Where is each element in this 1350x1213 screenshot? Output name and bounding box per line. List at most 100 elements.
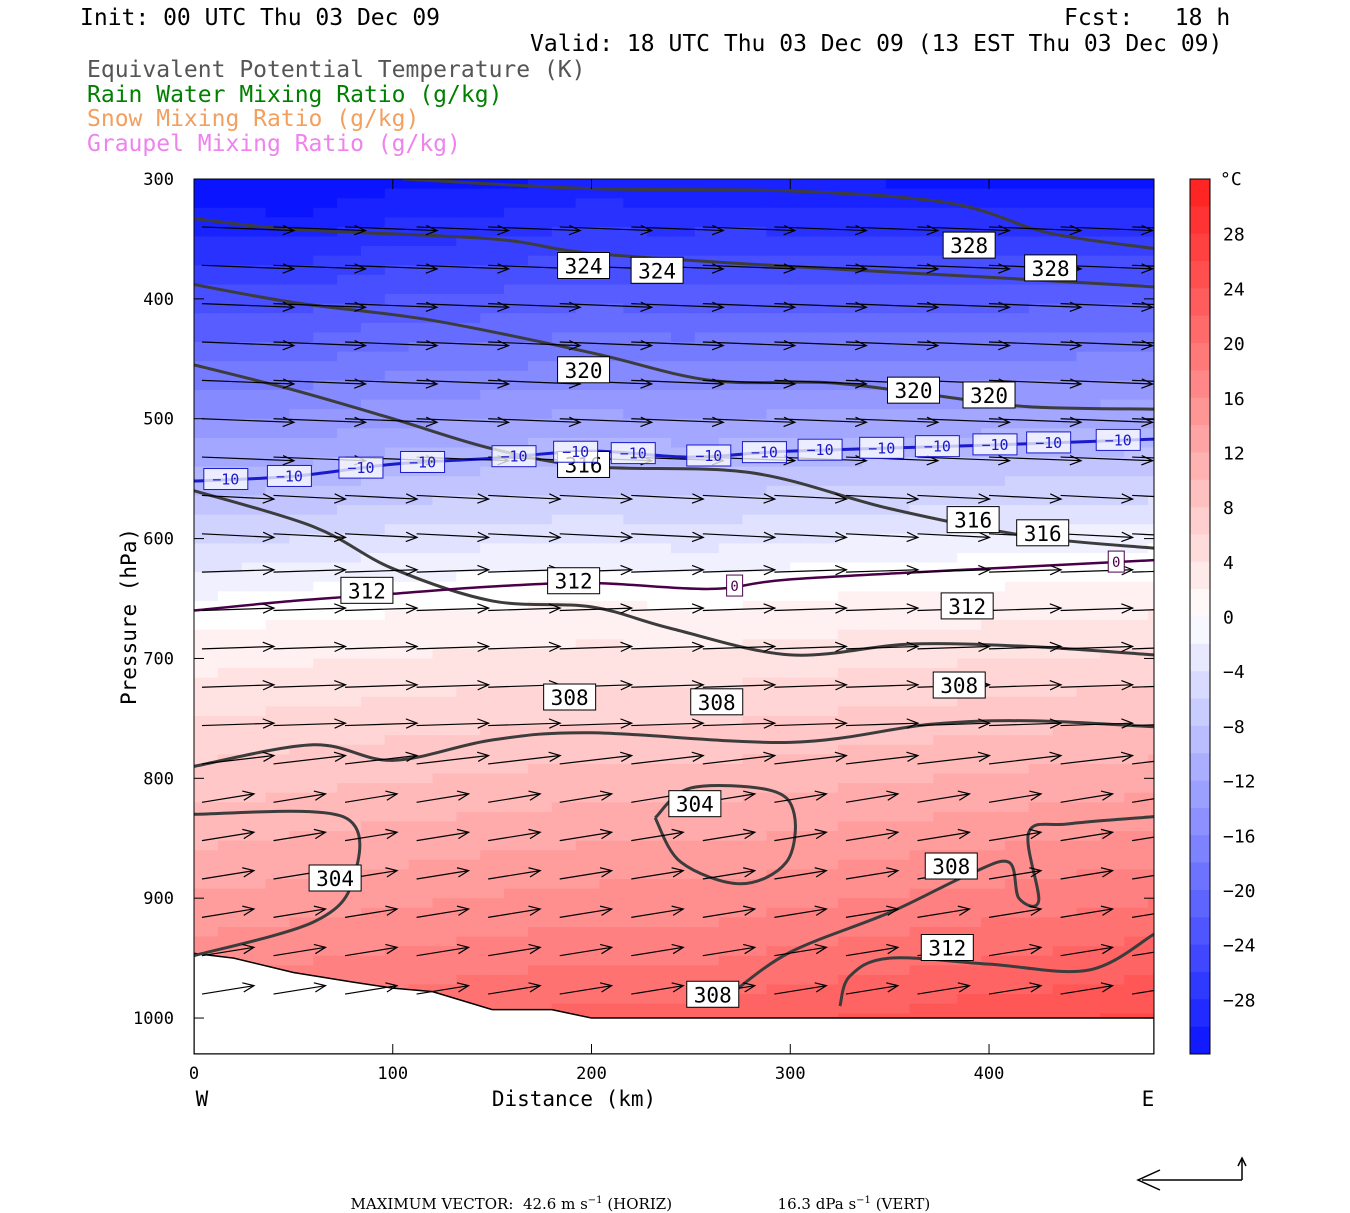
temperature-cell [1100,869,1125,880]
temperature-cell [551,802,577,813]
wind-arrowhead [620,679,634,691]
temperature-cell [504,898,529,909]
temperature-cell [384,179,410,190]
temperature-cell [289,620,314,631]
temperature-cell [289,274,314,286]
temperature-cell [432,562,457,573]
temperature-cell [790,859,815,871]
temperature-cell [360,447,386,458]
temperature-cell [575,313,601,324]
temperature-cell [981,255,1006,266]
temperature-cell [432,370,457,381]
temperature-cell [1052,188,1078,199]
temperature-cell [265,821,291,832]
wind-arrowhead [385,790,399,801]
temperature-cell [456,917,481,928]
temperature-cell [1124,869,1149,880]
temperature-cell [861,965,887,976]
wind-shaft [273,985,326,995]
temperature-cell [933,773,958,784]
temperature-cell [1148,226,1154,238]
temperature-cell [504,389,529,401]
wind-arrowhead [528,905,542,916]
temperature-cell [694,715,720,727]
temperature-cell [694,361,720,372]
max-vert-tag: (VERT) [875,1195,931,1213]
temperature-cell [957,274,982,286]
wind-shaft [917,569,990,573]
temperature-cell [408,763,434,775]
wind-arrowhead [599,905,614,916]
temperature-cell [408,476,434,487]
forecast-hour: Fcst: 18 h [1064,5,1231,31]
temperature-cell [456,850,481,861]
temperature-cell [837,620,863,631]
temperature-cell [742,821,768,832]
temperature-cell [575,744,601,755]
temperature-cell [1100,984,1125,995]
temperature-cell [432,255,457,266]
temperature-cell [1076,715,1101,727]
temperature-cell [1052,907,1078,918]
temperature-cell [766,821,791,832]
wind-vector [488,905,542,918]
temperature-cell [456,370,481,381]
temperature-cell [265,629,291,640]
temperature-cell [1100,629,1125,640]
temperature-cell [957,409,982,420]
temperature-cell [480,869,505,880]
temperature-cell [217,850,243,861]
temperature-cell [742,188,768,199]
temperature-cell [480,859,505,871]
temperature-cell [1124,265,1149,276]
temperature-cell [527,533,553,544]
temperature-cell [599,543,624,554]
temperature-cell [194,658,219,669]
temperature-cell [1028,198,1054,209]
temperature-cell [1076,763,1101,775]
temperature-cell [1124,965,1149,976]
temperature-cell [694,265,720,276]
temperature-cell [265,543,291,554]
temperature-cell [718,658,744,669]
temperature-cell [790,610,815,621]
wind-arrowhead [385,943,399,955]
temperature-cell [933,572,958,583]
temperature-cell [623,226,648,238]
temperature-cell [981,744,1006,755]
colorbar-segment [1190,807,1210,836]
temperature-cell [957,917,982,928]
temperature-cell [504,428,529,439]
temperature-cell [241,361,267,372]
temperature-cell [1124,562,1149,573]
temperature-cell [289,322,314,334]
temperature-cell [1028,898,1054,909]
temperature-cell [551,668,577,679]
temperature-cell [480,313,505,324]
temperature-cell [981,811,1006,823]
wind-shaft [1060,985,1113,995]
temperature-cell [647,888,672,899]
temperature-cell [718,303,744,314]
temperature-cell [957,706,982,717]
temperature-cell [217,744,243,755]
temperature-cell [551,409,577,420]
temperature-cell [790,725,815,736]
wind-shaft [988,985,1042,995]
temperature-cell [241,600,267,612]
temperature-cell [241,389,267,401]
temperature-cell [885,217,911,228]
temperature-cell [241,735,267,746]
temperature-cell [647,994,672,1005]
temperature-cell [313,332,338,343]
wind-vector [344,828,399,842]
temperature-cell [814,946,839,957]
temperature-cell [1004,735,1030,746]
temperature-cell [599,802,624,813]
temperature-cell [384,974,410,986]
temperature-cell [885,792,911,803]
temperature-cell [1124,706,1149,717]
temperature-cell [527,898,553,909]
isotherm-label: −10 [686,444,732,467]
temperature-cell [909,706,934,717]
